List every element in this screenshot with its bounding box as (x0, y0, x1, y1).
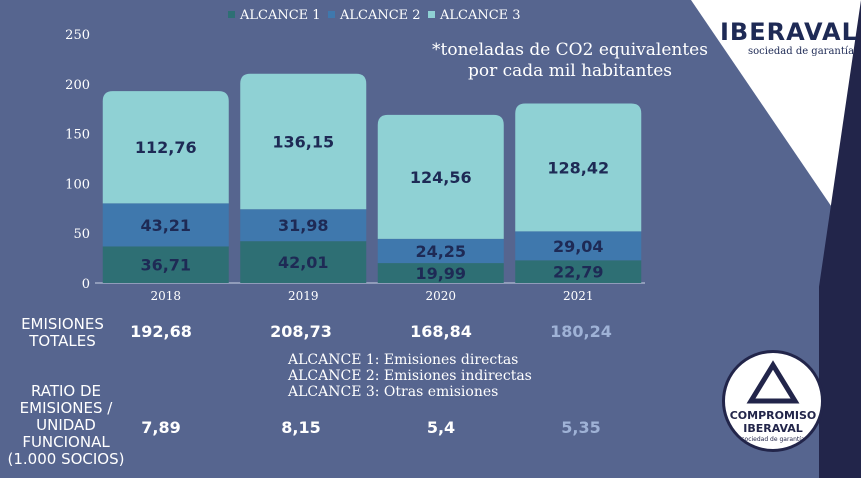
compromiso-iberaval-seal: COMPROMISO IBERAVAL sociedad de garantía (722, 350, 824, 452)
bar-segment-alcance-3 (102, 91, 229, 204)
scope-3-description: ALCANCE 3: Otras emisiones (288, 384, 499, 400)
chart-note-line-1: *toneladas de CO2 equivalentes (432, 40, 708, 60)
y-tick-label: 250 (65, 28, 90, 43)
data-label: 24,25 (415, 242, 466, 261)
bar-segment-alcance-2 (240, 209, 367, 242)
scope-2-description: ALCANCE 2: Emisiones indirectas (288, 368, 532, 384)
bar-segment-alcance-3 (515, 103, 642, 232)
ratio-value-2019: 8,15 (281, 418, 321, 437)
bar-segment-alcance-1 (240, 241, 367, 283)
ratio-label: RATIO DE EMISIONES / UNIDAD FUNCIONAL (1… (6, 383, 126, 468)
ratio-value-2021: 5,35 (561, 418, 601, 437)
bar-segment-alcance-3 (377, 114, 504, 239)
data-label: 43,21 (140, 216, 191, 235)
data-label: 124,56 (410, 168, 472, 187)
totals-label-line-1: EMISIONES (21, 315, 104, 333)
bar-segment-alcance-1 (515, 260, 642, 283)
ratio-label-line-3: UNIDAD (36, 416, 96, 434)
chart-note: *toneladas de CO2 equivalentes por cada … (430, 40, 710, 82)
bar-segment-alcance-2 (377, 238, 504, 264)
total-value-2018: 192,68 (130, 322, 192, 341)
total-value-2020: 168,84 (410, 322, 472, 341)
logo-tagline: sociedad de garantía (748, 46, 855, 57)
legend-entry: ALCANCE 3 (439, 8, 521, 23)
ratio-label-line-1: RATIO DE (30, 382, 102, 400)
data-label: 136,15 (272, 133, 334, 152)
y-tick-label: 50 (73, 227, 90, 242)
legend-swatch (328, 11, 335, 18)
bar-segment-alcance-1 (102, 246, 229, 283)
total-value-2021: 180,24 (550, 322, 612, 341)
data-label: 29,04 (553, 237, 604, 256)
x-tick-label: 2020 (425, 289, 456, 303)
iberaval-logo: IBERAVAL sociedad de garantía (720, 18, 860, 57)
bar-segment-alcance-1 (377, 263, 504, 283)
total-value-2019: 208,73 (270, 322, 332, 341)
seal-line-1: COMPROMISO (729, 409, 817, 422)
ratio-label-line-2: EMISIONES / (19, 399, 113, 417)
data-label: 31,98 (278, 216, 329, 235)
data-label: 22,79 (553, 263, 604, 282)
y-tick-label: 200 (65, 78, 90, 93)
data-label: 36,71 (140, 256, 191, 275)
data-label: 19,99 (415, 264, 466, 283)
data-label: 128,42 (547, 158, 609, 177)
y-tick-label: 150 (65, 128, 90, 143)
legend-entry: ALCANCE 1 (239, 8, 321, 23)
ratio-value-2018: 7,89 (141, 418, 181, 437)
ratio-label-line-5: (1.000 SOCIOS) (7, 450, 125, 468)
y-tick-label: 0 (82, 277, 90, 292)
y-tick-label: 100 (65, 177, 90, 192)
triangle-arrows-icon (746, 360, 800, 404)
chart-note-line-2: por cada mil habitantes (467, 61, 673, 81)
seal-small-text: sociedad de garantía (741, 436, 805, 443)
x-tick-label: 2019 (288, 289, 319, 303)
bar-segment-alcance-2 (515, 231, 642, 261)
ratio-value-2020: 5,4 (426, 418, 456, 437)
legend-entry: ALCANCE 2 (339, 8, 421, 23)
data-label: 42,01 (278, 253, 329, 272)
scope-1-description: ALCANCE 1: Emisiones directas (288, 352, 519, 368)
bar-segment-alcance-3 (240, 73, 367, 210)
legend-swatch (228, 11, 235, 18)
legend-swatch (428, 11, 435, 18)
totals-label: EMISIONES TOTALES (10, 316, 115, 350)
totals-label-line-2: TOTALES (29, 332, 96, 350)
seal-line-2: IBERAVAL (743, 422, 803, 435)
ratio-label-line-4: FUNCIONAL (22, 433, 110, 451)
logo-name: IBERAVAL (720, 18, 858, 46)
x-tick-label: 2018 (150, 289, 181, 303)
bar-segment-alcance-2 (102, 203, 229, 247)
x-tick-label: 2021 (563, 289, 594, 303)
data-label: 112,76 (135, 138, 197, 157)
